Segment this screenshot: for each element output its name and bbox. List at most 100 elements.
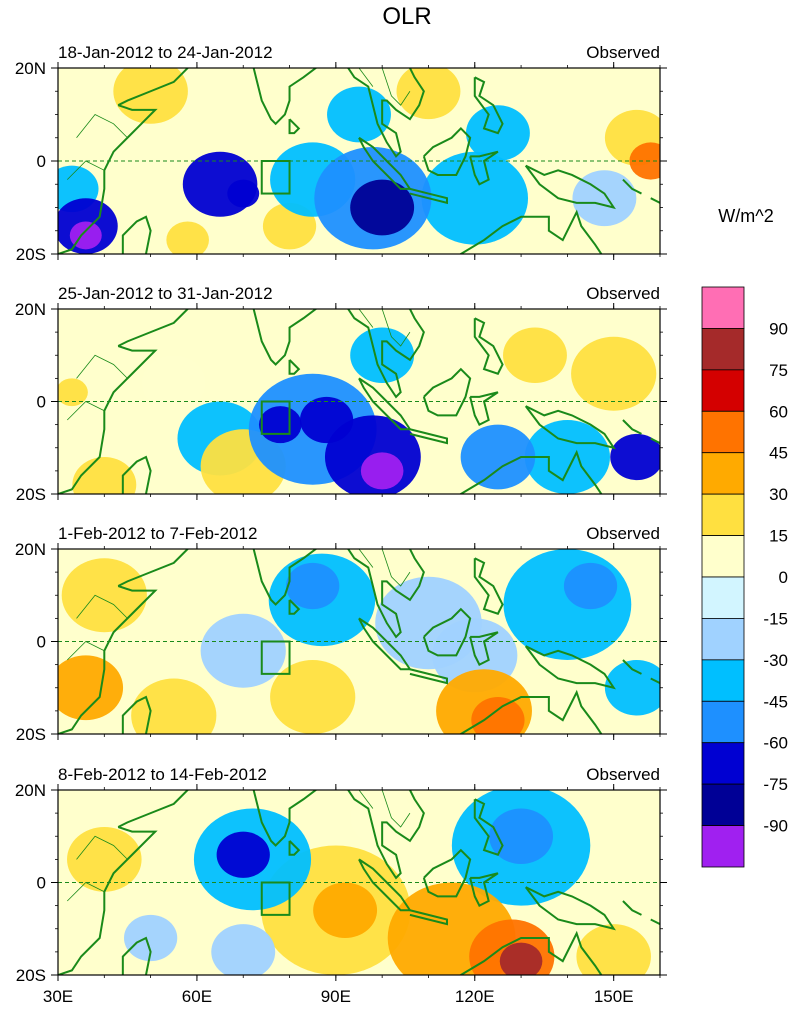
coastline-segment	[473, 557, 504, 615]
y-tick-label: 0	[37, 633, 46, 652]
y-tick-label: 0	[37, 152, 46, 171]
coastline-segment	[422, 367, 472, 417]
colorbar-tick-label: 15	[769, 527, 788, 546]
x-tick-label: 90E	[321, 987, 351, 1006]
border-segment	[76, 113, 128, 139]
coastline-segment	[622, 659, 642, 675]
coastline-segment	[422, 607, 472, 657]
colorbar-swatch	[701, 659, 745, 702]
colorbar-tick-label: -60	[763, 734, 788, 753]
anomaly-blob	[327, 86, 391, 143]
panel-4-box-region	[260, 881, 291, 916]
coastline-segment	[650, 918, 660, 926]
coastline-segment	[422, 848, 472, 898]
colorbar-swatch	[701, 410, 745, 454]
anomaly-blob	[396, 68, 461, 120]
anomaly-blob	[141, 355, 206, 411]
border-segment	[381, 309, 411, 347]
x-tick-label: 60E	[182, 987, 212, 1006]
coastline-segment	[288, 359, 301, 375]
colorbar-swatch	[701, 783, 745, 826]
coastline-segment	[288, 840, 301, 856]
panel-4-label: 8-Feb-2012 to 14-Feb-2012	[58, 765, 267, 784]
coastline-segment	[473, 798, 504, 856]
units-label: W/m^2	[718, 206, 773, 226]
y-tick-label: 20S	[16, 245, 46, 264]
anomaly-blob	[313, 882, 378, 938]
anomaly-blob	[216, 831, 270, 878]
coastline-segment	[358, 858, 412, 912]
anomaly-blob	[610, 433, 660, 481]
coastline-segment	[524, 164, 616, 210]
anomaly-blob	[471, 697, 525, 734]
anomaly-blob	[131, 678, 217, 734]
anomaly-blob	[61, 558, 147, 633]
anomaly-blob	[258, 406, 302, 444]
anomaly-blob	[572, 170, 637, 227]
y-tick-label: 20N	[15, 300, 46, 319]
anomaly-blob	[67, 827, 142, 892]
coastline-segment	[650, 437, 660, 445]
coastline-segment	[121, 215, 152, 254]
panel-1: 18-Jan-2012 to 24-Jan-2012 Observed	[57, 43, 661, 255]
anomaly-blob	[211, 924, 276, 975]
coastline-segment	[288, 599, 301, 615]
coastline-segment	[422, 127, 472, 176]
coastline-segment	[121, 936, 152, 975]
panel-2-coastline	[58, 309, 660, 494]
colorbar-tick-label: -90	[763, 817, 788, 836]
anomaly-blob	[604, 660, 660, 716]
coastline-segment	[409, 428, 448, 445]
colorbar-tick-label: -45	[763, 692, 788, 711]
coastline-segment	[524, 645, 616, 690]
coastline-segment	[358, 617, 412, 671]
coastline-segment	[469, 872, 499, 907]
coastline-segment	[459, 449, 603, 494]
colorbar: 90 75 60 45 30 15 0 -15 -30 -45 -60 -75 -90	[701, 286, 788, 868]
border-segment	[358, 309, 374, 328]
coastline-segment	[346, 309, 425, 399]
colorbar-tick-label: 90	[769, 319, 788, 338]
anomaly-blob	[58, 378, 88, 407]
x-tick-label: 30E	[43, 987, 73, 1006]
anomaly-blob	[563, 562, 618, 610]
coastline-segment	[252, 790, 318, 847]
border-segment	[381, 549, 411, 587]
panel-2-box-region	[260, 400, 291, 435]
colorbar-swatch	[701, 328, 745, 371]
anomaly-blob	[503, 549, 632, 660]
coastline-segment	[459, 209, 603, 254]
border-segment	[66, 882, 105, 902]
colorbar-swatch	[701, 369, 745, 412]
anomaly-blob	[460, 424, 536, 490]
coastline-segment	[288, 118, 301, 135]
colorbar-swatch	[701, 576, 745, 619]
colorbar-tick-label: -75	[763, 775, 788, 794]
colorbar-tick-label: 60	[769, 402, 788, 421]
border-segment	[358, 549, 374, 568]
colorbar-swatch	[701, 742, 745, 785]
y-tick-label: 20S	[16, 966, 46, 985]
coastline-segment	[469, 150, 499, 186]
border-segment	[358, 68, 374, 87]
anomaly-blob	[200, 613, 286, 688]
coastline-segment	[469, 631, 499, 666]
coastline-segment	[358, 136, 412, 190]
anomaly-blob	[299, 396, 354, 444]
y-tick-label: 20N	[15, 781, 46, 800]
colorbar-tick-label: 75	[769, 361, 788, 380]
coastline-segment	[117, 549, 190, 587]
coastline-segment	[650, 677, 660, 685]
panel-4: 8-Feb-2012 to 14-Feb-2012 Observed	[57, 765, 661, 976]
coastline-segment	[358, 377, 412, 431]
coastline-segment	[121, 455, 152, 494]
coastline-segment	[622, 419, 642, 435]
coastline-segment	[524, 886, 616, 931]
panel-1-box-region	[260, 160, 291, 195]
anomaly-blob	[58, 655, 124, 721]
colorbar-tick-label: 0	[779, 568, 788, 587]
colorbar-swatch	[701, 493, 745, 536]
colorbar-tick-label: -30	[763, 651, 788, 670]
coastline-segment	[473, 317, 504, 375]
colorbar-swatch	[701, 825, 745, 868]
